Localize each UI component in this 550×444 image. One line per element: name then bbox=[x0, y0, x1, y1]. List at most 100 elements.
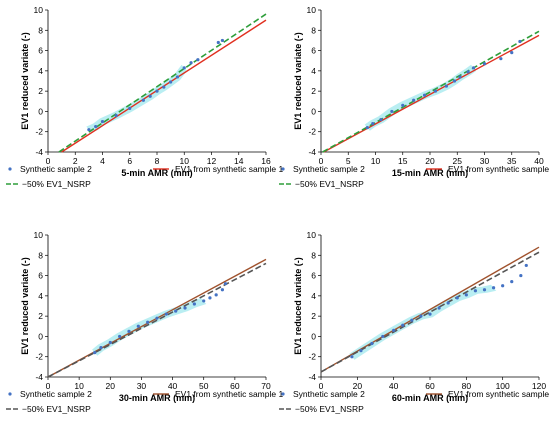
sample-point bbox=[419, 314, 423, 318]
sample-point bbox=[220, 288, 224, 292]
sample-point bbox=[458, 75, 462, 79]
sample-point bbox=[99, 345, 103, 350]
sample-point bbox=[455, 296, 459, 300]
y-axis-label: EV1 reduced variate (-) bbox=[20, 257, 30, 355]
x-tick-label: 40 bbox=[389, 381, 399, 391]
y-axis-label: EV1 reduced variate (-) bbox=[293, 32, 303, 130]
y-tick-label: 8 bbox=[38, 25, 43, 35]
x-tick-label: 100 bbox=[496, 381, 510, 391]
sample-point bbox=[127, 329, 131, 333]
sample-band bbox=[86, 64, 187, 133]
y-tick-label: 6 bbox=[311, 46, 316, 56]
sample-point bbox=[501, 284, 505, 288]
sample-point bbox=[444, 84, 448, 88]
legend-sample: Synthetic sample 2 bbox=[293, 389, 365, 399]
y-tick-label: 10 bbox=[34, 5, 44, 15]
sample-point bbox=[499, 57, 503, 61]
y-tick-label: 8 bbox=[311, 250, 316, 260]
x-tick-label: 8 bbox=[155, 156, 160, 166]
sample-point bbox=[379, 117, 383, 122]
x-tick-label: 80 bbox=[462, 381, 472, 391]
legend-nsrp: −50% EV1_NSRP bbox=[295, 404, 364, 414]
legend-sample: Synthetic sample 2 bbox=[20, 164, 92, 174]
sample-point bbox=[174, 309, 178, 313]
y-tick-label: -4 bbox=[35, 372, 43, 382]
sample-point bbox=[510, 51, 514, 55]
x-tick-label: 12 bbox=[207, 156, 217, 166]
x-tick-label: 4 bbox=[100, 156, 105, 166]
x-tick-label: 0 bbox=[319, 381, 324, 391]
y-tick-label: 10 bbox=[307, 5, 317, 15]
legend-marker-sample bbox=[281, 392, 285, 396]
x-tick-label: 60 bbox=[230, 381, 240, 391]
sample-point bbox=[202, 299, 206, 303]
y-tick-label: -2 bbox=[308, 127, 316, 137]
x-tick-label: 20 bbox=[425, 156, 435, 166]
sample-point bbox=[473, 289, 478, 293]
x-tick-label: 40 bbox=[534, 156, 544, 166]
sample-point bbox=[93, 351, 97, 355]
sample-point bbox=[141, 98, 145, 102]
x-tick-label: 0 bbox=[46, 156, 51, 166]
y-tick-label: -2 bbox=[308, 352, 316, 362]
x-tick-label: 35 bbox=[507, 156, 517, 166]
x-tick-label: 20 bbox=[353, 381, 363, 391]
y-tick-label: 4 bbox=[38, 291, 43, 301]
y-tick-label: 4 bbox=[311, 66, 316, 76]
sample-point bbox=[108, 340, 112, 345]
sample-point bbox=[114, 113, 118, 118]
sample-point bbox=[350, 355, 354, 359]
sample-point bbox=[390, 109, 394, 114]
sample-point bbox=[196, 58, 200, 62]
legend-marker-sample bbox=[8, 392, 12, 396]
legend-ev1: EV1 from synthetic sample 1 bbox=[448, 164, 550, 174]
sample-point bbox=[410, 318, 414, 322]
y-tick-label: 0 bbox=[311, 106, 316, 116]
x-tick-label: 40 bbox=[168, 381, 178, 391]
x-tick-label: 10 bbox=[180, 156, 190, 166]
sample-point bbox=[164, 312, 168, 316]
sample-point bbox=[518, 39, 522, 44]
sample-point bbox=[182, 66, 186, 70]
x-tick-label: 120 bbox=[532, 381, 546, 391]
sample-point bbox=[214, 293, 218, 297]
sample-point bbox=[162, 85, 166, 89]
sample-point bbox=[183, 306, 187, 310]
y-tick-label: 2 bbox=[38, 311, 43, 321]
sample-point bbox=[401, 323, 405, 327]
sample-point bbox=[371, 122, 375, 126]
legend-marker-sample bbox=[281, 167, 285, 171]
sample-point bbox=[118, 334, 122, 339]
y-tick-label: 6 bbox=[311, 271, 316, 281]
x-tick-label: 50 bbox=[199, 381, 209, 391]
sample-point bbox=[189, 61, 193, 65]
sample-point bbox=[392, 328, 396, 332]
x-tick-label: 70 bbox=[261, 381, 271, 391]
y-tick-label: 2 bbox=[311, 86, 316, 96]
x-tick-label: 0 bbox=[319, 156, 324, 166]
sample-point bbox=[175, 75, 180, 79]
y-tick-label: -2 bbox=[35, 352, 43, 362]
sample-point bbox=[412, 98, 416, 102]
sample-point bbox=[208, 296, 212, 300]
y-tick-label: 4 bbox=[38, 66, 43, 76]
sample-point bbox=[146, 320, 150, 324]
sample-point bbox=[519, 273, 523, 278]
y-tick-label: 0 bbox=[311, 331, 316, 341]
y-tick-label: 8 bbox=[38, 250, 43, 260]
sample-point bbox=[452, 79, 457, 83]
x-axis-label: 30-min AMR (mm) bbox=[119, 393, 195, 403]
y-tick-label: -2 bbox=[35, 127, 43, 137]
nsrp-line bbox=[320, 251, 540, 373]
x-tick-label: 25 bbox=[453, 156, 463, 166]
sample-point bbox=[155, 89, 159, 93]
sample-point bbox=[128, 106, 132, 110]
sample-point bbox=[524, 263, 528, 268]
y-tick-label: 0 bbox=[38, 106, 43, 116]
sample-point bbox=[223, 282, 228, 286]
y-tick-label: 4 bbox=[311, 291, 316, 301]
x-tick-label: 16 bbox=[261, 156, 271, 166]
sample-point bbox=[169, 80, 173, 84]
